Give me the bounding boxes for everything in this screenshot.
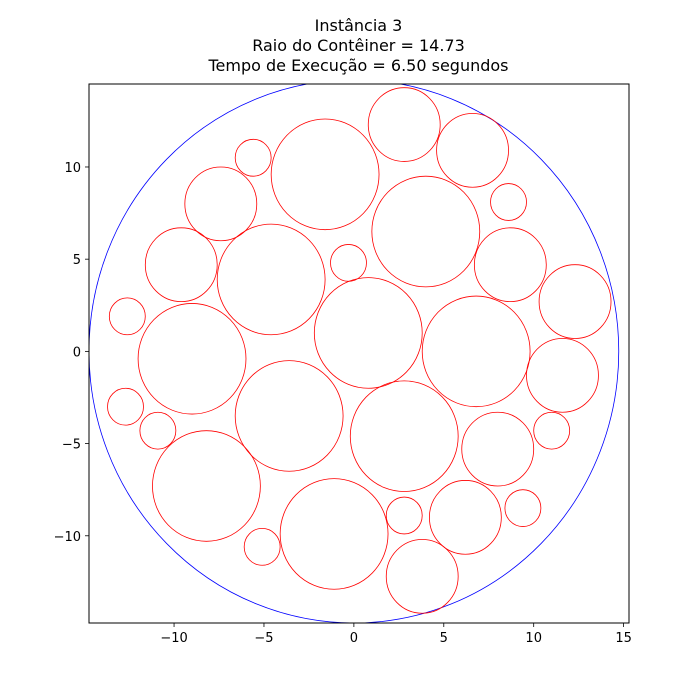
packed-circle-10 [216,223,326,336]
x-tick-label: 5 [440,631,448,646]
packed-circle-7 [371,175,481,288]
x-tick-label: −10 [160,631,187,646]
ticks-layer: −10 −5 0 5 10 15 −10 −5 0 5 10 [54,161,632,646]
packed-circle-3 [234,138,272,177]
x-tick-label: −5 [254,631,273,646]
packed-circle-1 [367,87,441,162]
packed-circle-12 [538,264,612,339]
packed-circle-20 [349,380,459,492]
packed-circle-23 [461,411,535,487]
packed-circle-15 [421,295,531,408]
x-tick-label: 0 [350,631,358,646]
y-tick-label: 5 [73,253,81,268]
y-tick-label: 0 [73,345,81,360]
packed-circle-8 [144,227,218,302]
container-circle [89,84,620,623]
plot-frame [88,83,630,624]
y-tick-label: −5 [62,438,81,453]
packed-circle-24 [152,430,261,542]
chart-title: Instância 3 Raio do Contêiner = 14.73 Te… [0,16,700,76]
x-tick-label: 15 [615,631,632,646]
packed-circle-11 [473,227,547,302]
y-tick-label: 10 [64,161,81,176]
chart-title-line-1: Instância 3 [314,16,403,35]
packed-circle-2 [436,113,509,188]
packed-circle-17 [526,338,599,413]
packed-circle-22 [139,411,177,450]
packed-circle-26 [428,480,502,555]
packed-circle-18 [107,387,144,426]
packed-circle-25 [504,489,542,527]
y-tick-label: −10 [54,530,81,545]
packed-circle-29 [243,528,281,566]
packed-circle-14 [313,277,423,389]
packed-circle-30 [385,539,459,614]
packed-circle-9 [330,244,367,282]
packed-circle-28 [279,478,389,590]
x-tick-label: 10 [525,631,542,646]
chart-title-line-2: Raio do Contêiner = 14.73 [252,36,465,55]
packed-circle-19 [234,360,344,472]
packed-circle-5 [490,183,527,221]
packed-circle-4 [270,118,380,231]
packed-circle-21 [533,411,571,450]
packed-circle-27 [385,496,423,535]
chart-title-line-3: Tempo de Execução = 6.50 segundos [208,56,509,75]
circles-layer [89,84,620,623]
packed-circle-16 [137,303,247,415]
packed-circle-13 [108,297,146,336]
packed-circle-6 [184,166,258,242]
